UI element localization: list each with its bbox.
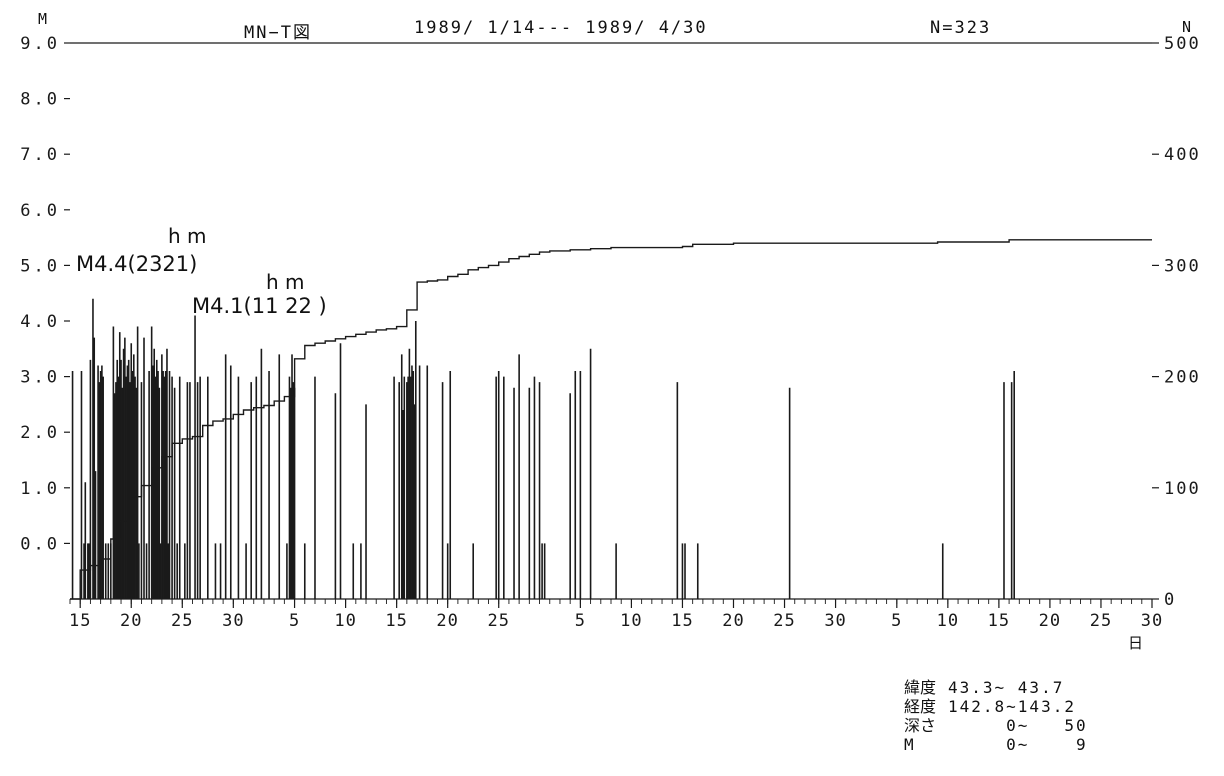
left-tick-label: 1.0: [20, 479, 60, 499]
right-tick-label: 300: [1164, 256, 1201, 276]
x-tick-label: 5: [575, 611, 586, 631]
param-value: 43.3~ 43.7: [948, 678, 1065, 697]
annotation-2: M4.1(11 22 ): [192, 294, 327, 318]
x-tick-label: 30: [222, 611, 244, 631]
x-tick-label: 20: [1039, 611, 1061, 631]
x-tick-label: 30: [1141, 611, 1163, 631]
x-tick-label: 25: [487, 611, 509, 631]
annotation-1-superscript: h m: [168, 224, 207, 248]
x-tick-label: 25: [1090, 611, 1112, 631]
param-row-longitude: 経度 142.8~143.2: [904, 697, 1148, 716]
left-tick-label: 5.0: [20, 256, 60, 276]
figure-name: MN−T図: [244, 23, 312, 43]
right-tick-label: 200: [1164, 368, 1201, 388]
x-tick-label: 20: [120, 611, 142, 631]
param-value: 0~ 50: [948, 716, 1088, 735]
x-tick-label: 15: [385, 611, 407, 631]
x-tick-label: 15: [671, 611, 693, 631]
param-label: 深さ: [904, 716, 937, 735]
param-row-depth: 深さ 0~ 50: [904, 716, 1148, 735]
param-label: M: [904, 735, 914, 754]
annotation-2-superscript: h m: [266, 270, 305, 294]
right-axis-label: N: [1182, 18, 1192, 36]
x-tick-label: 30: [824, 611, 846, 631]
param-label: 緯度: [904, 678, 937, 697]
period-range: 1989/ 1/14--- 1989/ 4/30: [414, 18, 708, 38]
event-count: N=323: [930, 18, 992, 38]
x-tick-label: 5: [891, 611, 902, 631]
x-tick-label: 20: [722, 611, 744, 631]
day-unit-label: 日: [1128, 634, 1144, 652]
x-tick-label: 25: [171, 611, 193, 631]
x-tick-label: 10: [334, 611, 356, 631]
param-label: 経度: [904, 697, 937, 716]
x-tick-label: 5: [289, 611, 300, 631]
right-tick-label: 0: [1164, 590, 1176, 610]
x-tick-label: 15: [69, 611, 91, 631]
x-tick-label: 10: [620, 611, 642, 631]
left-tick-label: 0.0: [20, 534, 60, 554]
left-tick-label: 6.0: [20, 201, 60, 221]
param-value: 142.8~143.2: [948, 697, 1076, 716]
x-tick-label: 25: [773, 611, 795, 631]
param-row-magnitude: M 0~ 9: [904, 735, 1148, 754]
left-tick-label: 4.0: [20, 312, 60, 332]
annotation-1: M4.4(2321): [76, 252, 198, 276]
left-tick-label: 8.0: [20, 90, 60, 110]
right-tick-label: 400: [1164, 145, 1201, 165]
param-value: 0~ 9: [948, 735, 1088, 754]
left-tick-label: 3.0: [20, 368, 60, 388]
right-tick-label: 500: [1164, 34, 1201, 54]
x-tick-label: 10: [937, 611, 959, 631]
left-tick-label: 7.0: [20, 145, 60, 165]
x-tick-label: 20: [436, 611, 458, 631]
left-tick-label: 9.0: [20, 34, 60, 54]
param-row-latitude: 緯度 43.3~ 43.7: [904, 678, 1148, 697]
x-tick-label: 15: [988, 611, 1010, 631]
parameter-box: 緯度 43.3~ 43.7 経度 142.8~143.2 深さ 0~ 50 M 0~…: [904, 678, 1148, 754]
cumulative-count-line: [70, 239, 1152, 600]
left-axis-label: M: [38, 10, 48, 28]
left-tick-label: 2.0: [20, 423, 60, 443]
right-tick-label: 100: [1164, 479, 1201, 499]
